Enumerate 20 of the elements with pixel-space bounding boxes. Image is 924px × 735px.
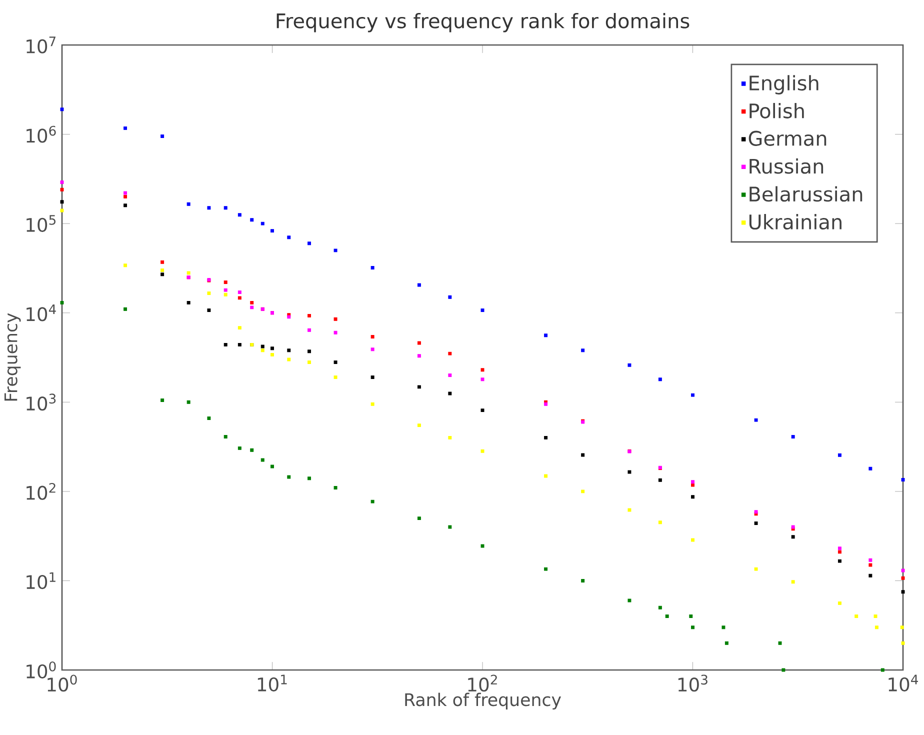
legend-label: Russian — [750, 158, 824, 174]
legend-label: German — [748, 130, 826, 146]
legend-label: Ukrainian — [749, 214, 842, 230]
y-tick-label: 10$^{6}$ — [26, 126, 56, 143]
x-tick-label: 10$^{4}$ — [888, 674, 918, 692]
y-tick-label: 10$^{3}$ — [26, 394, 56, 411]
y-tick-label: 10$^{1}$ — [26, 572, 56, 590]
y-tick-label: 10$^{7}$ — [26, 36, 56, 54]
y-tick-label: 10$^{5}$ — [26, 215, 56, 232]
y-axis-title: Frequency — [4, 313, 21, 401]
x-tick-label: 10$^{2}$ — [468, 674, 497, 692]
x-tick-label: 10$^{3}$ — [678, 674, 708, 692]
y-tick-label: 10$^{4}$ — [26, 304, 56, 322]
legend-label: English — [750, 75, 818, 94]
legend-label: Polish — [750, 102, 804, 118]
x-axis-title: Rank of frequency — [405, 692, 561, 710]
x-tick-label: 10$^{1}$ — [258, 674, 287, 692]
chart-title: Frequency vs frequency rank for domains — [276, 12, 690, 32]
legend-label: Belarussian — [750, 186, 862, 202]
y-tick-label: 10$^{2}$ — [26, 482, 56, 500]
